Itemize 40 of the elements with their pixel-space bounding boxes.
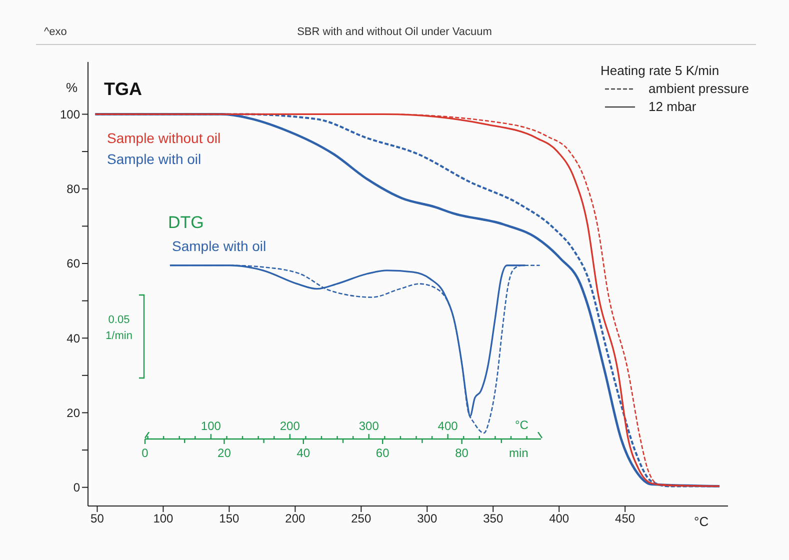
y-tick-label: 40 [66, 331, 80, 346]
x-tick-label: 20 [218, 446, 232, 460]
chart-title: DTG [168, 213, 204, 233]
annotation: 12 mbar [648, 98, 696, 116]
x-tick-label: 300 [417, 512, 438, 526]
x-tick-label: 0 [142, 446, 149, 460]
x-tick-label: 40 [296, 446, 310, 460]
x2-axis-title: °C [515, 418, 528, 432]
y-tick-label: 100 [60, 107, 80, 122]
x-tick-label: 150 [219, 512, 240, 526]
x-tick-label: 100 [153, 512, 174, 526]
annotation: 1/min [104, 329, 134, 344]
series-label: Sample with oil [172, 238, 266, 254]
x2-tick-label: 200 [280, 419, 300, 433]
x2-tick-label: 300 [358, 419, 380, 433]
annotation: TGA [104, 79, 142, 100]
x-tick-label: 250 [351, 512, 372, 526]
x-tick-label: 60 [376, 446, 390, 460]
x-tick-label: 400 [549, 512, 570, 526]
text: Sample with oil [107, 150, 202, 169]
x-tick-label: 350 [483, 512, 504, 526]
series-label: Sample without oil [107, 129, 221, 148]
x2-tick-label: 100 [200, 419, 222, 433]
legend-title: Heating rate 5 K/min [600, 62, 720, 80]
y-tick-label: 60 [66, 256, 80, 271]
x2-tick-label: 400 [438, 419, 458, 433]
x-tick-label: 200 [285, 512, 306, 526]
x-axis-title: °C [694, 514, 709, 529]
chart-title: SBR with and without Oil under Vacuum [297, 26, 492, 38]
x-tick-label: 450 [615, 512, 636, 526]
text: ^exo [44, 26, 67, 38]
annotation: 0.05 [107, 313, 131, 328]
y-tick-label: 20 [66, 406, 80, 420]
x-tick-label: 80 [455, 446, 469, 460]
y-tick-label: 0 [73, 480, 80, 495]
y-axis-title: % [66, 80, 78, 95]
x-axis-title: min [509, 446, 528, 460]
annotation: ambient pressure [648, 80, 749, 98]
x-tick-label: 50 [90, 512, 104, 526]
y-tick-label: 80 [66, 182, 80, 196]
